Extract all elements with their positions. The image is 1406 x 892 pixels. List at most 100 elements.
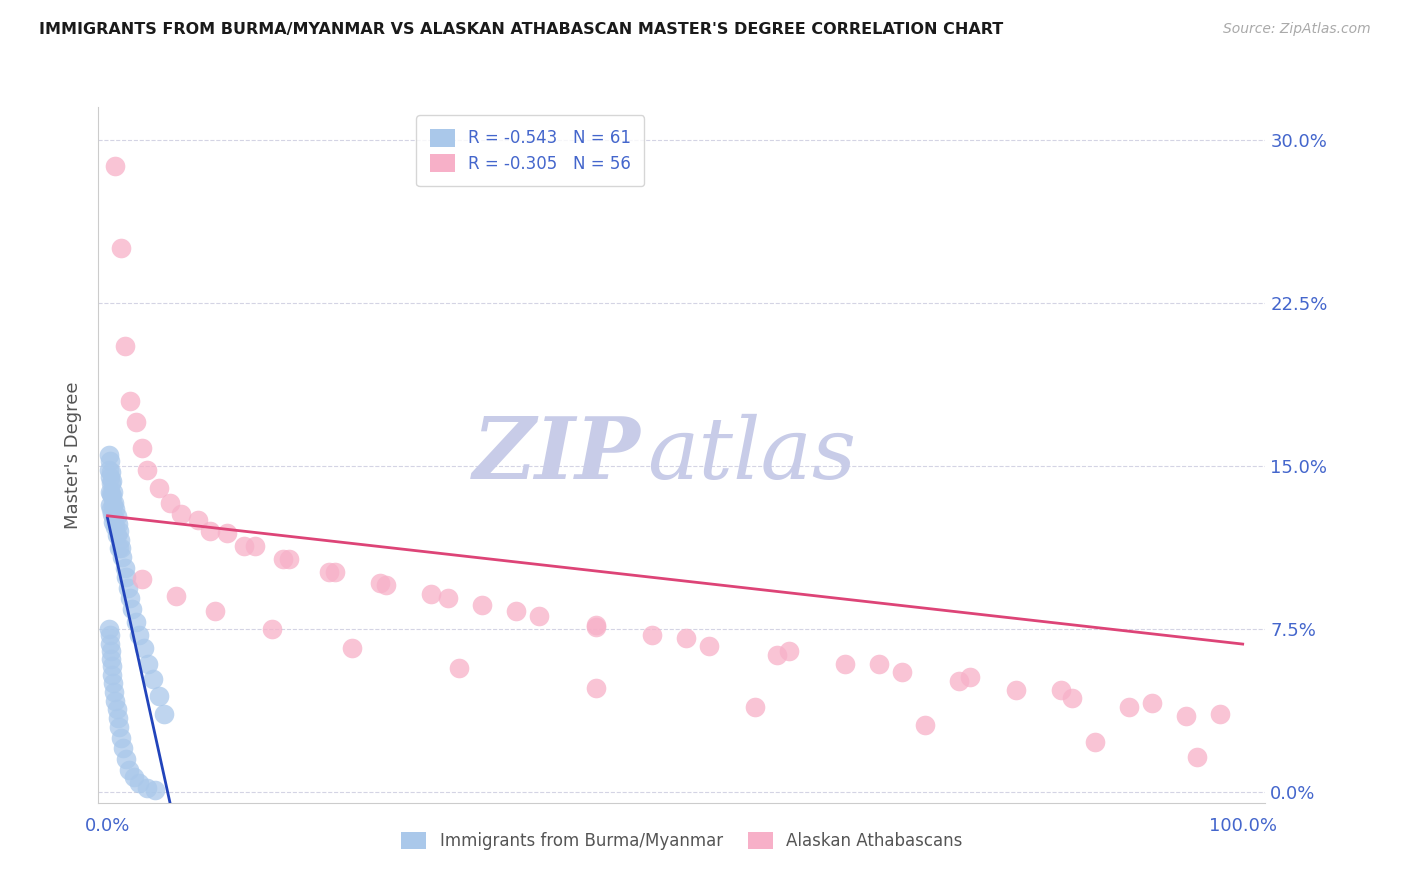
Point [143,782,166,797]
Point [585,681,607,695]
Point [675,631,697,645]
Point [110,731,132,745]
Text: ZIP: ZIP [474,413,641,497]
Point [98,498,121,512]
Point [527,608,550,623]
Point [136,780,159,795]
Point [101,658,124,673]
Point [104,502,127,516]
Point [243,539,266,553]
Point [948,674,970,689]
Point [834,657,856,671]
Point [101,474,124,488]
Point [100,487,122,501]
Point [198,524,221,538]
Point [505,605,527,619]
Point [187,513,209,527]
Point [165,589,187,603]
Point [278,552,301,566]
Point [101,498,124,512]
Point [170,507,193,521]
Point [97,622,120,636]
Point [97,463,120,477]
Point [108,533,131,547]
Point [778,643,800,657]
Point [98,469,121,483]
Point [105,528,128,542]
Text: IMMIGRANTS FROM BURMA/MYANMAR VS ALASKAN ATHABASCAN MASTER'S DEGREE CORRELATION : IMMIGRANTS FROM BURMA/MYANMAR VS ALASKAN… [39,22,1004,37]
Point [136,463,159,477]
Point [744,700,766,714]
Point [368,576,391,591]
Point [104,159,127,173]
Point [868,657,890,671]
Point [117,581,139,595]
Point [1187,750,1209,764]
Point [98,484,121,499]
Point [273,552,295,566]
Point [1050,682,1073,697]
Point [1084,735,1107,749]
Point [914,717,936,731]
Point [98,454,121,468]
Point [1140,696,1163,710]
Point [262,622,284,636]
Point [103,511,125,525]
Point [101,676,124,690]
Point [131,572,153,586]
Point [103,496,125,510]
Point [101,507,124,521]
Point [101,667,124,681]
Point [107,517,129,532]
Point [100,466,122,480]
Legend: Immigrants from Burma/Myanmar, Alaskan Athabascans: Immigrants from Burma/Myanmar, Alaskan A… [395,826,969,857]
Point [340,641,363,656]
Point [142,672,165,686]
Point [101,516,124,530]
Point [891,665,914,680]
Point [122,770,145,784]
Point [1209,706,1232,721]
Point [108,524,131,538]
Point [128,628,150,642]
Point [100,476,122,491]
Point [420,587,443,601]
Point [101,489,124,503]
Point [204,605,226,619]
Point [118,763,141,777]
Point [585,620,607,634]
Point [697,639,720,653]
Point [97,448,120,462]
Y-axis label: Master's Degree: Master's Degree [65,381,83,529]
Point [128,776,150,790]
Point [215,526,238,541]
Point [100,502,122,516]
Point [148,690,170,704]
Point [449,661,471,675]
Text: Source: ZipAtlas.com: Source: ZipAtlas.com [1223,22,1371,37]
Point [108,720,131,734]
Point [121,602,143,616]
Point [104,519,127,533]
Point [1118,700,1140,714]
Point [1004,682,1026,697]
Point [103,685,125,699]
Point [110,241,132,255]
Point [232,539,254,553]
Point [114,569,136,583]
Text: atlas: atlas [647,414,856,496]
Point [153,706,176,721]
Point [110,541,132,556]
Point [437,591,460,606]
Point [641,628,664,642]
Point [374,578,396,592]
Point [125,415,148,429]
Point [159,496,181,510]
Point [114,752,136,766]
Point [120,591,142,606]
Point [111,550,134,565]
Point [471,598,494,612]
Point [114,339,136,353]
Point [112,741,135,756]
Point [1062,691,1084,706]
